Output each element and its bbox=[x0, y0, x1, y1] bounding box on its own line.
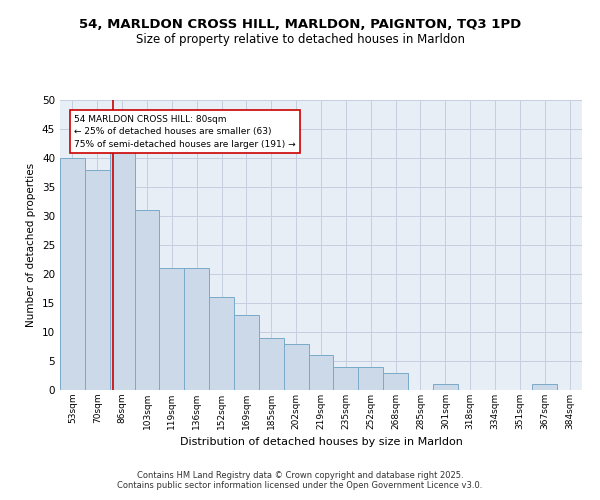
Bar bbox=[160, 268, 184, 390]
Bar bbox=[433, 384, 458, 390]
Bar bbox=[85, 170, 110, 390]
Text: Size of property relative to detached houses in Marldon: Size of property relative to detached ho… bbox=[136, 32, 464, 46]
Bar bbox=[383, 372, 408, 390]
Bar bbox=[532, 384, 557, 390]
Bar bbox=[358, 367, 383, 390]
Text: Contains HM Land Registry data © Crown copyright and database right 2025.
Contai: Contains HM Land Registry data © Crown c… bbox=[118, 470, 482, 490]
Bar bbox=[184, 268, 209, 390]
X-axis label: Distribution of detached houses by size in Marldon: Distribution of detached houses by size … bbox=[179, 438, 463, 448]
Text: 54 MARLDON CROSS HILL: 80sqm
← 25% of detached houses are smaller (63)
75% of se: 54 MARLDON CROSS HILL: 80sqm ← 25% of de… bbox=[74, 114, 296, 148]
Bar bbox=[259, 338, 284, 390]
Bar bbox=[134, 210, 160, 390]
Bar bbox=[334, 367, 358, 390]
Bar bbox=[209, 297, 234, 390]
Text: 54, MARLDON CROSS HILL, MARLDON, PAIGNTON, TQ3 1PD: 54, MARLDON CROSS HILL, MARLDON, PAIGNTO… bbox=[79, 18, 521, 30]
Bar bbox=[234, 314, 259, 390]
Y-axis label: Number of detached properties: Number of detached properties bbox=[26, 163, 37, 327]
Bar bbox=[110, 146, 134, 390]
Bar bbox=[308, 355, 334, 390]
Bar bbox=[284, 344, 308, 390]
Bar bbox=[60, 158, 85, 390]
